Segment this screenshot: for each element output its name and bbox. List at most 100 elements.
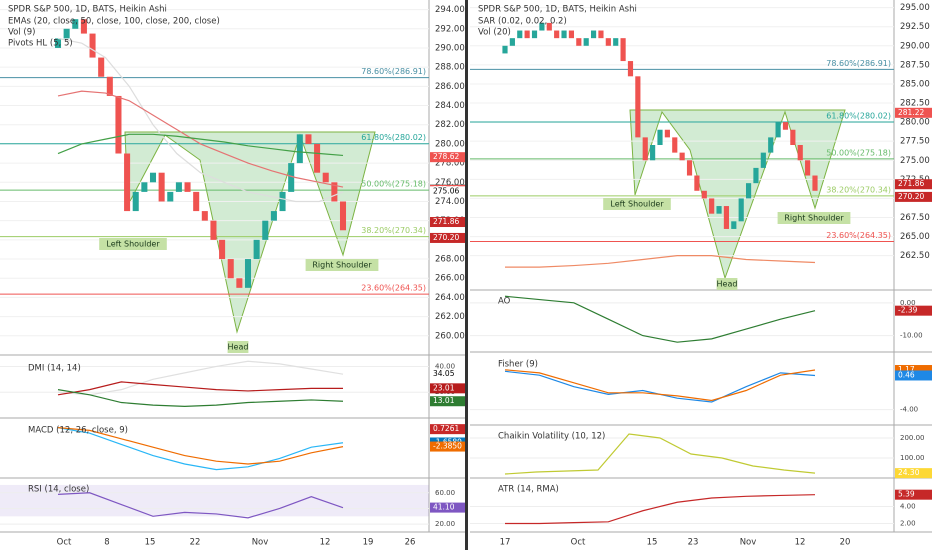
rsi-band bbox=[0, 484, 429, 517]
y-tick-label: 267.50 bbox=[900, 213, 930, 223]
candle bbox=[760, 152, 766, 168]
y-tick-label: 294.00 bbox=[435, 5, 465, 15]
candle bbox=[106, 76, 113, 96]
pane-title: DMI (14, 14) bbox=[28, 364, 81, 374]
candle bbox=[716, 206, 722, 214]
y-tick-label: 40.00 bbox=[435, 362, 455, 370]
candle bbox=[115, 95, 122, 154]
candle bbox=[193, 191, 200, 212]
pattern bbox=[629, 109, 846, 280]
y-tick-label: 274.00 bbox=[435, 197, 465, 207]
candle bbox=[175, 182, 182, 192]
candle bbox=[236, 278, 243, 288]
annotation: Head bbox=[228, 343, 249, 352]
badge-label: 1.17 bbox=[898, 365, 915, 374]
fib-label: 50.00%(275.18) bbox=[826, 148, 891, 157]
fib-label: 23.60%(264.35) bbox=[826, 231, 891, 240]
fib-label: 38.20%(270.34) bbox=[361, 226, 426, 235]
price-badge bbox=[430, 424, 465, 435]
candle bbox=[219, 239, 226, 260]
candle bbox=[568, 30, 575, 39]
candle bbox=[149, 172, 157, 183]
candle bbox=[590, 30, 597, 39]
y-tick-label: 20.00 bbox=[435, 520, 455, 528]
y-tick-label: 264.00 bbox=[435, 293, 465, 303]
candle bbox=[322, 172, 329, 183]
candle bbox=[158, 172, 165, 202]
y-tick-label: 4.00 bbox=[900, 503, 916, 511]
y-tick-label: 288.00 bbox=[435, 63, 465, 73]
annotation-box bbox=[99, 238, 167, 250]
candle bbox=[509, 38, 515, 46]
pane-title: Chaikin Volatility (10, 12) bbox=[498, 432, 605, 442]
candle bbox=[576, 38, 582, 46]
y-tick-label: 280.00 bbox=[900, 118, 930, 128]
candle bbox=[89, 33, 96, 58]
y-tick-label: 276.00 bbox=[435, 178, 465, 188]
y-tick-label: 260.00 bbox=[435, 331, 465, 341]
annotation: Right Shoulder bbox=[784, 214, 844, 223]
pane-title: MACD (12, 26, close, 9) bbox=[28, 426, 128, 436]
price-badge bbox=[895, 370, 932, 381]
y-tick-label: 278.00 bbox=[435, 159, 465, 169]
price-badge bbox=[430, 396, 465, 407]
indicator-line bbox=[504, 369, 816, 402]
y-tick-label: 277.50 bbox=[900, 137, 930, 147]
badge-label: 23.01 bbox=[433, 383, 455, 392]
y-tick-label: -10.00 bbox=[900, 332, 923, 340]
indicator-line bbox=[505, 494, 816, 525]
fib-label: 50.00%(275.18) bbox=[361, 180, 426, 189]
candle bbox=[797, 145, 803, 161]
candle bbox=[124, 153, 131, 212]
y-tick-label: 266.00 bbox=[435, 274, 465, 284]
y-tick-label: 60.00 bbox=[435, 489, 455, 497]
x-tick-label: 26 bbox=[405, 538, 416, 548]
price-badge bbox=[430, 152, 465, 163]
candle bbox=[812, 175, 818, 191]
badge-label: -2.39 bbox=[898, 306, 918, 315]
candle bbox=[657, 129, 663, 145]
candle bbox=[531, 30, 538, 39]
badge-label: 271.86 bbox=[898, 179, 924, 188]
indicator-line bbox=[57, 37, 344, 203]
x-tick-label: 15 bbox=[145, 538, 156, 548]
price-badge bbox=[895, 468, 932, 479]
candle bbox=[782, 122, 789, 130]
badge-label: -2.3850 bbox=[433, 442, 462, 451]
candle bbox=[98, 57, 105, 77]
candle bbox=[627, 61, 634, 77]
price-badge bbox=[895, 191, 932, 202]
x-tick-label: Oct bbox=[57, 538, 72, 548]
y-tick-label: 282.50 bbox=[900, 99, 930, 109]
y-tick-label: 295.00 bbox=[900, 3, 930, 13]
y-tick-label: 292.50 bbox=[900, 22, 930, 32]
badge-label: 41.10 bbox=[433, 503, 455, 512]
y-tick-label: 284.00 bbox=[435, 101, 465, 111]
candle bbox=[502, 45, 508, 54]
candle bbox=[314, 143, 321, 173]
candle bbox=[768, 137, 774, 153]
annotation: Right Shoulder bbox=[312, 261, 372, 270]
annotation: Head bbox=[717, 280, 738, 289]
candle bbox=[141, 182, 148, 192]
x-tick-label: 8 bbox=[104, 538, 109, 548]
fib-label: 61.80%(280.02) bbox=[826, 111, 891, 120]
candle bbox=[72, 19, 79, 29]
fib-label: 61.80%(280.02) bbox=[361, 133, 426, 142]
x-tick-label: 19 bbox=[363, 538, 374, 548]
candle bbox=[731, 221, 737, 229]
candle bbox=[554, 30, 560, 39]
candle bbox=[262, 220, 269, 240]
y-tick-label: 286.00 bbox=[435, 82, 465, 92]
indicator-title: Vol (9) bbox=[8, 28, 35, 38]
candle bbox=[539, 22, 545, 31]
price-badge bbox=[895, 489, 932, 500]
y-tick-label: 262.00 bbox=[435, 312, 465, 322]
indicator-line bbox=[57, 427, 344, 471]
indicator-line bbox=[504, 295, 816, 343]
candle bbox=[167, 191, 174, 202]
annotation-box bbox=[716, 278, 738, 290]
candle bbox=[775, 122, 781, 138]
y-tick-label: 282.00 bbox=[435, 120, 465, 130]
y-tick-label: 292.00 bbox=[435, 24, 465, 34]
